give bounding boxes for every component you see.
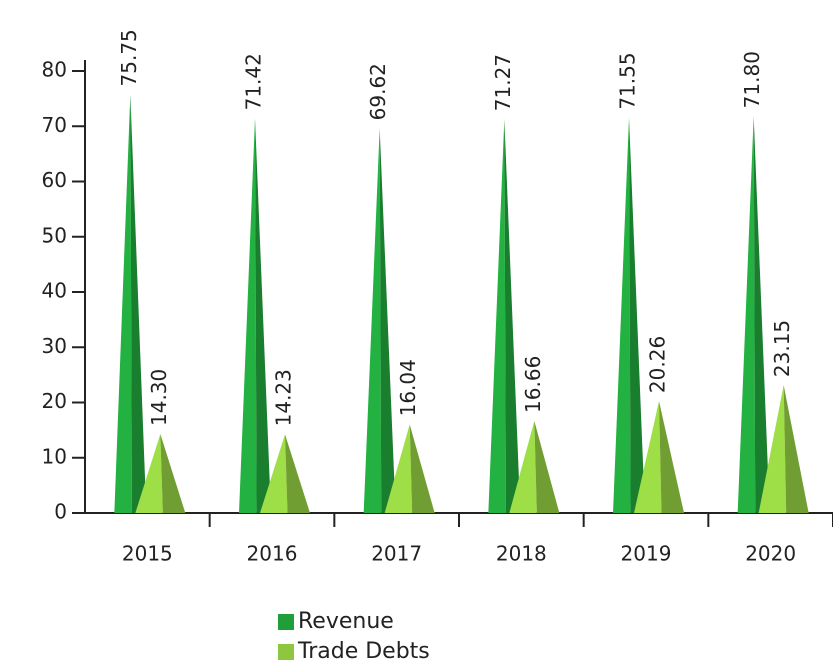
bar xyxy=(509,420,560,513)
bar-face xyxy=(753,116,770,514)
bar-face xyxy=(758,385,787,513)
x-tick-label: 2015 xyxy=(122,542,173,566)
x-tick-label: 2018 xyxy=(496,542,547,566)
bar-face xyxy=(363,128,382,514)
y-tick-label: 10 xyxy=(42,444,67,468)
x-tick-label: 2017 xyxy=(371,542,422,566)
bar xyxy=(260,434,310,513)
y-tick-label: 40 xyxy=(42,279,67,303)
bar-face xyxy=(409,424,435,513)
y-tick-label: 80 xyxy=(42,58,67,82)
y-tick-label: 30 xyxy=(42,334,67,358)
data-label: 71.42 xyxy=(242,53,266,110)
bar xyxy=(363,128,396,514)
data-label: 14.30 xyxy=(147,369,171,426)
data-label: 71.80 xyxy=(740,51,764,108)
bar-face xyxy=(488,119,506,514)
data-label: 14.23 xyxy=(272,369,296,426)
bar-face xyxy=(130,94,147,513)
bar-face xyxy=(135,433,163,513)
bar-face xyxy=(384,424,413,513)
bar-face xyxy=(629,117,645,513)
bar-face xyxy=(260,434,288,513)
bar xyxy=(135,433,186,513)
bar-face xyxy=(509,420,537,513)
legend-swatch xyxy=(278,614,294,630)
bar-face xyxy=(285,434,310,513)
bar-face xyxy=(160,433,186,513)
bar xyxy=(488,119,521,514)
data-label: 69.62 xyxy=(366,63,390,120)
data-label: 23.15 xyxy=(770,320,794,377)
bar-face xyxy=(737,116,756,514)
bar xyxy=(737,116,770,514)
bar-face xyxy=(255,118,271,513)
y-tick-label: 70 xyxy=(42,113,67,137)
bar-face xyxy=(534,420,560,513)
bar-face xyxy=(504,119,521,514)
x-tick-label: 2016 xyxy=(247,542,298,566)
legend-label: Revenue xyxy=(298,609,394,634)
bar-face xyxy=(634,401,662,513)
bar xyxy=(634,401,684,513)
bar-face xyxy=(659,401,684,513)
bar-face xyxy=(379,128,396,514)
y-tick-label: 60 xyxy=(42,168,67,192)
x-tick-label: 2020 xyxy=(745,542,796,566)
x-tick-label: 2019 xyxy=(621,542,672,566)
bar xyxy=(114,94,147,513)
y-tick-label: 20 xyxy=(42,389,67,413)
bar xyxy=(384,424,435,513)
bar xyxy=(758,385,809,513)
bar-face xyxy=(613,117,631,513)
legend-label: Trade Debts xyxy=(297,639,430,664)
legend-swatch xyxy=(278,644,294,660)
data-label: 16.66 xyxy=(521,356,545,413)
data-label: 75.75 xyxy=(117,29,141,86)
data-label: 16.04 xyxy=(396,359,420,416)
bar xyxy=(239,118,271,513)
bar-face xyxy=(114,94,132,513)
data-label: 71.55 xyxy=(616,52,640,109)
data-label: 20.26 xyxy=(646,336,670,393)
y-tick-label: 0 xyxy=(54,500,67,524)
bar-face xyxy=(239,118,257,513)
bar xyxy=(613,117,645,513)
y-tick-label: 50 xyxy=(42,223,67,247)
bar-face xyxy=(783,385,809,513)
data-label: 71.27 xyxy=(491,54,515,111)
